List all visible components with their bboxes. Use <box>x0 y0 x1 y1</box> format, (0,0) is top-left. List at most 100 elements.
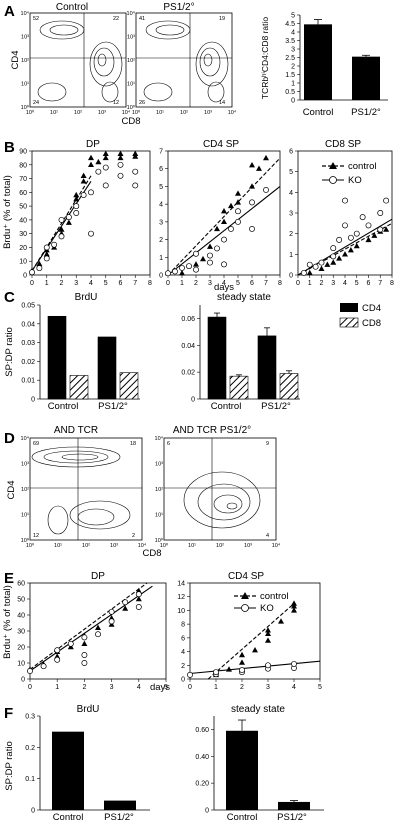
c2-cat-2: PS1/2° <box>261 401 291 412</box>
decade-tick-x: 10³ <box>204 110 212 116</box>
c-legend-cd8: CD8 <box>362 318 381 329</box>
ytick-label: 5 <box>291 13 295 20</box>
ytick-label: 0.04 <box>181 343 195 350</box>
scatter-b-cd4: 0 1 2 3 4 5 6 7 8 0 1 2 3 4 5 6 7 <box>159 149 282 288</box>
ytick-label: 4 <box>181 649 185 656</box>
flow-d1-q2: 18 <box>130 441 136 447</box>
panel-label-d: D <box>4 430 15 447</box>
ytick-label: 40 <box>17 613 25 620</box>
ytick-label: 0.06 <box>181 316 195 323</box>
ytick-label: 4 <box>291 30 295 37</box>
flow-a2-q2: 19 <box>219 16 225 22</box>
ko-point <box>108 608 115 615</box>
ko-point <box>207 252 213 259</box>
ko-point <box>81 652 88 658</box>
decade-tick-y: 10⁰ <box>155 537 164 544</box>
ko-point <box>117 161 124 168</box>
flow-a1-q3: 24 <box>33 100 39 106</box>
ko-point <box>239 667 245 674</box>
ytick-label: 2 <box>291 64 295 71</box>
bar-chart-c-steady: 0 0.02 0.04 0.06 <box>181 305 300 404</box>
bar-0 <box>226 730 258 810</box>
xtick-label: 0 <box>188 684 192 691</box>
ytick-label: 30 <box>19 231 27 238</box>
control-point <box>81 640 88 646</box>
control-point <box>347 247 354 253</box>
flow-a2-xticks: 10⁰ 10¹ 10² 10³ 10⁴ <box>132 109 237 116</box>
xtick-label: 0 <box>296 280 300 287</box>
control-point <box>193 261 199 267</box>
ko-point <box>88 189 94 196</box>
bar-cd4 <box>207 316 227 400</box>
ko-point <box>221 261 227 268</box>
decade-tick-x: 10⁰ <box>26 109 35 116</box>
control-point <box>132 153 139 159</box>
control-point <box>291 603 297 609</box>
xtick-label: 3 <box>74 280 78 287</box>
bar-a-cat-2: PS1/2° <box>351 107 381 118</box>
ytick-label: 4 <box>159 202 163 209</box>
control-point <box>43 251 50 257</box>
flow-d-ylabel: CD4 <box>6 480 17 499</box>
decade-tick-y: 10⁰ <box>21 537 30 544</box>
ytick-label: 30 <box>17 629 25 636</box>
control-point <box>371 232 378 238</box>
decade-tick-x: 10¹ <box>156 110 164 116</box>
bar-1 <box>352 56 380 100</box>
ko-point <box>228 225 234 232</box>
control-fit-line <box>167 157 281 276</box>
ytick-label: 6 <box>181 635 185 642</box>
e-ylabel: Brdu⁺ (% of total) <box>2 585 13 659</box>
ytick-label: 60 <box>17 581 25 588</box>
e-cd4-title: CD4 SP <box>228 571 264 582</box>
control-point <box>235 199 241 205</box>
ytick-label: 50 <box>17 597 25 604</box>
flow-plot-d2 <box>163 437 277 541</box>
bar-chart-f-steady: 0 0.20 0.40 0.60 <box>195 716 324 815</box>
ko-point <box>95 168 102 175</box>
ytick-label: 0.1 <box>25 776 35 783</box>
ytick-label: 20 <box>19 245 27 252</box>
ko-point <box>65 214 72 221</box>
decade-tick-y: 10³ <box>21 35 29 41</box>
ko-point <box>342 197 348 204</box>
bar-0 <box>52 731 84 810</box>
xtick-label: 2 <box>240 684 244 691</box>
bar-0 <box>304 24 332 101</box>
ko-point <box>54 656 61 663</box>
xtick-label: 3 <box>331 280 335 287</box>
bar-a-ylabel: TCRbʰⁱCD4:CD8 ratio <box>260 17 270 100</box>
ko-point <box>73 203 80 210</box>
decade-tick-y: 10¹ <box>155 513 163 519</box>
decade-tick-x: 10⁰ <box>26 542 35 549</box>
panel-label-f: F <box>4 705 13 722</box>
decade-tick-y: 10¹ <box>21 513 29 519</box>
flow-d2-q2: 9 <box>266 441 269 447</box>
flow-d1-q1: 69 <box>33 441 39 447</box>
bar-cd4 <box>47 315 67 400</box>
ytick-label: 3 <box>291 47 295 54</box>
ytick-label: 0 <box>21 677 25 684</box>
xtick-label: 5 <box>164 684 168 691</box>
f2-cat-1: Control <box>227 812 258 823</box>
control-point <box>65 219 72 225</box>
ko-point <box>73 210 80 216</box>
decade-tick-x: 10³ <box>98 110 106 116</box>
ytick-label: 2 <box>289 231 293 238</box>
ko-point <box>51 241 58 248</box>
ko-point <box>179 264 185 271</box>
ytick-label: 0 <box>289 273 293 280</box>
e-legend-control: control <box>260 591 289 602</box>
flow-a1-yticks: 10⁰ 10¹ 10² 10³ 10⁴ <box>21 10 30 111</box>
decade-tick-y: 10³ <box>155 462 163 468</box>
flow-plot-a2 <box>135 12 233 108</box>
control-point <box>214 225 220 232</box>
ytick-label: 0.20 <box>195 781 209 788</box>
flow-a-xlabel: CD8 <box>121 116 140 127</box>
decade-tick-y: 10² <box>155 487 163 493</box>
ko-point <box>102 164 109 171</box>
ytick-label: 6 <box>159 166 163 173</box>
control-point <box>291 600 297 606</box>
